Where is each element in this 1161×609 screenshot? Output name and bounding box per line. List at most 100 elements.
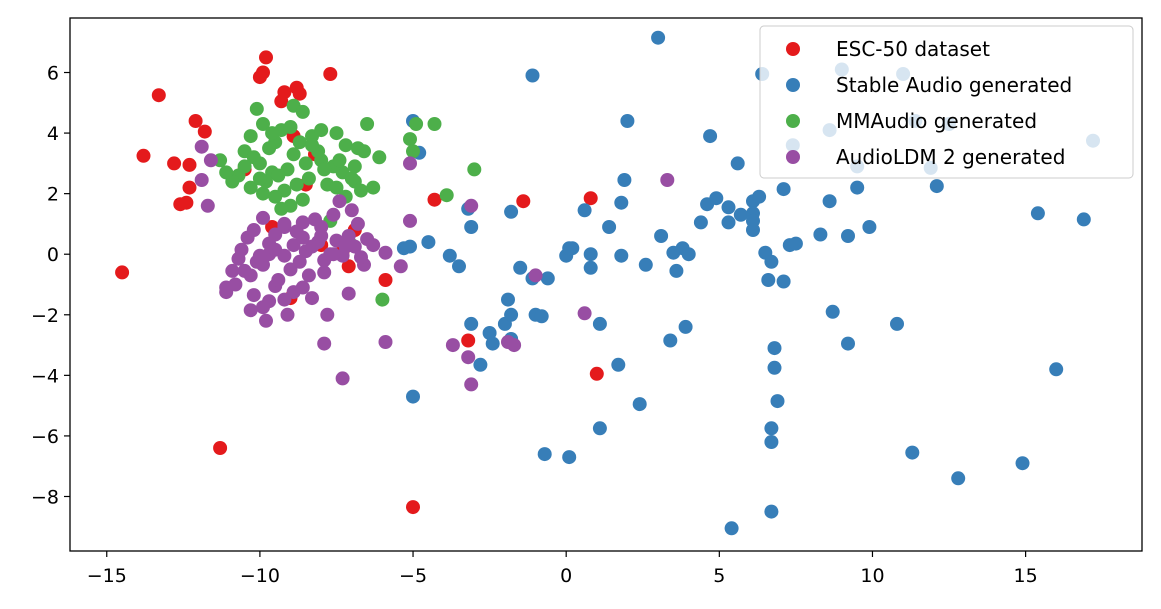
data-point — [317, 265, 332, 280]
data-point — [764, 421, 779, 436]
data-point — [354, 183, 368, 198]
data-point — [225, 263, 240, 278]
data-point — [243, 268, 258, 283]
data-point — [681, 247, 696, 262]
x-tick-label: −5 — [399, 565, 427, 587]
data-point — [663, 333, 678, 348]
data-point — [427, 192, 442, 207]
data-point — [301, 268, 316, 283]
data-point — [256, 210, 270, 225]
data-point — [219, 165, 234, 180]
legend-marker-esc50 — [786, 42, 800, 56]
data-point — [234, 242, 249, 257]
data-point — [314, 229, 329, 243]
data-point — [951, 471, 966, 486]
data-point — [249, 101, 264, 116]
legend-marker-audioldm2 — [786, 150, 800, 164]
data-point — [265, 126, 280, 141]
x-tick-label: 0 — [560, 565, 572, 587]
data-point — [213, 441, 228, 455]
data-point — [614, 195, 629, 210]
data-point — [274, 201, 289, 216]
data-point — [611, 357, 626, 372]
data-point — [341, 229, 356, 243]
data-point — [1030, 206, 1045, 221]
data-point — [277, 85, 292, 100]
data-point — [1049, 362, 1064, 377]
data-point — [115, 265, 130, 280]
x-tick-label: −10 — [240, 565, 280, 587]
data-point — [516, 194, 531, 209]
data-point — [354, 250, 368, 265]
data-point — [482, 326, 497, 340]
data-point — [341, 286, 356, 301]
data-point — [537, 447, 552, 462]
data-point — [341, 259, 356, 274]
data-point — [660, 173, 675, 187]
data-point — [562, 450, 577, 465]
data-point — [577, 203, 592, 218]
x-tick-label: 15 — [1014, 565, 1038, 587]
data-point — [246, 288, 261, 303]
y-tick-label: 6 — [47, 63, 59, 85]
data-point — [329, 180, 344, 195]
data-point — [360, 117, 375, 131]
data-point — [136, 148, 151, 163]
data-point — [841, 336, 855, 351]
data-point — [378, 335, 393, 349]
data-point — [761, 273, 776, 287]
data-point — [194, 139, 209, 154]
data-point — [620, 114, 635, 128]
data-point — [179, 195, 194, 210]
data-point — [271, 273, 286, 287]
data-point — [295, 215, 310, 230]
data-point — [317, 336, 332, 351]
data-point — [295, 230, 310, 245]
data-point — [632, 397, 647, 412]
data-point — [375, 292, 390, 307]
data-point — [320, 307, 335, 322]
x-tick-label: −15 — [87, 565, 127, 587]
data-point — [562, 241, 577, 256]
data-point — [305, 138, 319, 153]
data-point — [298, 156, 313, 171]
legend-label-stable-audio: Stable Audio generated — [836, 73, 1072, 97]
data-point — [788, 236, 803, 251]
data-point — [167, 156, 182, 171]
data-point — [583, 247, 598, 262]
data-point — [724, 521, 739, 536]
data-point — [929, 179, 944, 194]
data-point — [326, 207, 341, 222]
data-point — [228, 277, 243, 292]
data-point — [344, 171, 359, 186]
data-point — [709, 191, 724, 206]
data-point — [243, 180, 258, 195]
data-point — [427, 117, 442, 131]
data-point — [406, 144, 420, 159]
data-point — [421, 235, 436, 250]
data-point — [182, 180, 197, 195]
data-point — [501, 292, 515, 307]
plot-frame — [69, 17, 1143, 552]
data-point — [403, 132, 417, 147]
data-point — [182, 157, 197, 172]
data-point — [577, 306, 592, 321]
data-point — [504, 204, 519, 219]
x-tick-label: 5 — [713, 565, 725, 587]
data-point — [461, 333, 476, 348]
data-point — [347, 159, 362, 174]
data-point — [825, 304, 840, 319]
points-layer — [115, 30, 1100, 536]
legend-label-audioldm2: AudioLDM 2 generated — [836, 145, 1065, 169]
data-point — [776, 182, 791, 197]
series-audioldm-2-generated — [194, 139, 675, 392]
data-point — [703, 129, 718, 144]
data-point — [461, 350, 476, 365]
data-point — [464, 316, 479, 331]
data-point — [583, 191, 598, 206]
data-point — [332, 194, 347, 209]
data-point — [733, 207, 748, 222]
data-point — [890, 316, 904, 331]
legend: ESC-50 dataset Stable Audio generated MM… — [759, 25, 1134, 179]
y-tick-label: −8 — [31, 486, 59, 508]
